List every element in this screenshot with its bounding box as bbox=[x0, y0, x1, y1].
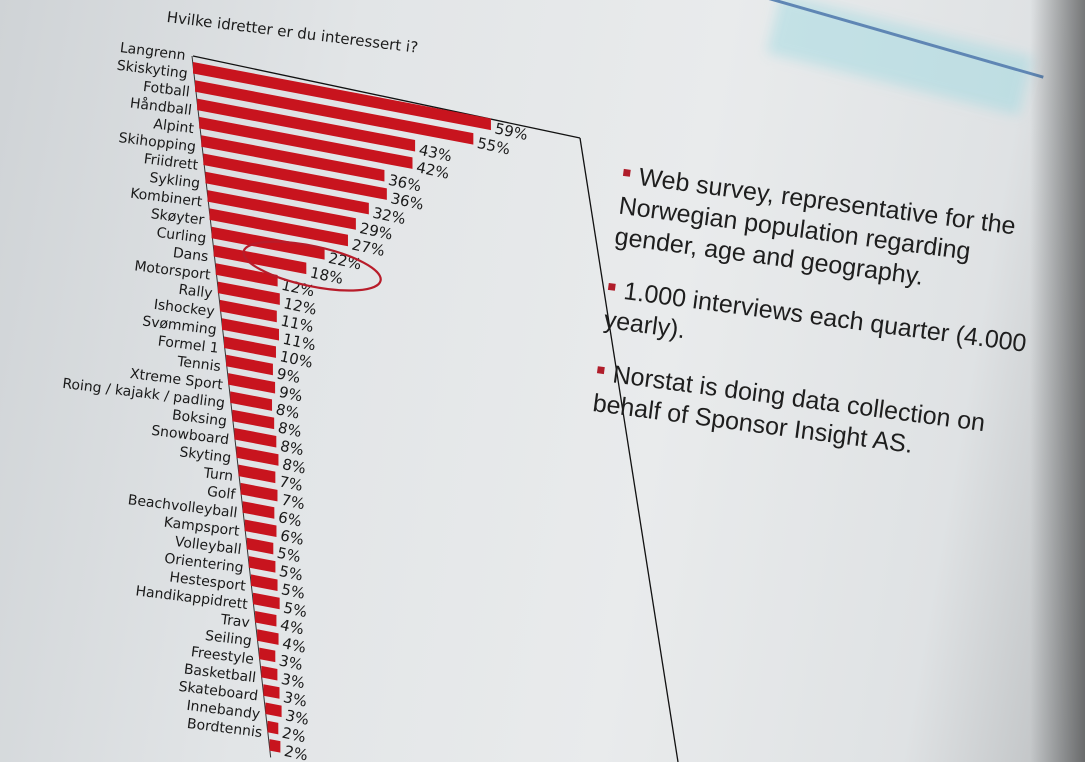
category-label: Golf bbox=[206, 484, 237, 503]
value-label: 5% bbox=[275, 544, 302, 567]
bar bbox=[236, 446, 279, 466]
category-label: Dans bbox=[172, 245, 209, 265]
bar bbox=[253, 592, 280, 610]
bar bbox=[230, 391, 273, 411]
bar bbox=[221, 318, 279, 341]
bar bbox=[197, 98, 416, 152]
bar bbox=[250, 574, 278, 591]
bar bbox=[261, 665, 278, 681]
category-label: Sykling bbox=[149, 170, 201, 192]
category-label: Formel 1 bbox=[157, 333, 220, 356]
category-label: Seiling bbox=[204, 628, 253, 650]
bar bbox=[228, 373, 276, 394]
value-label: 8% bbox=[274, 400, 301, 423]
category-label: Turn bbox=[202, 465, 234, 485]
bar bbox=[244, 519, 277, 538]
category-label: Fotball bbox=[142, 79, 190, 101]
category-label: Skøyter bbox=[150, 206, 205, 228]
value-label: 6% bbox=[277, 508, 304, 531]
bar bbox=[248, 556, 276, 573]
bar bbox=[219, 299, 277, 323]
bar bbox=[193, 62, 491, 131]
value-label: 5% bbox=[282, 599, 309, 622]
value-label: 5% bbox=[278, 562, 305, 585]
bar bbox=[199, 116, 413, 169]
bar bbox=[207, 190, 356, 230]
value-label: 3% bbox=[280, 670, 307, 693]
category-label: Friidrett bbox=[143, 151, 200, 174]
value-label: 8% bbox=[281, 455, 308, 478]
bar bbox=[240, 482, 278, 502]
bar bbox=[232, 409, 275, 430]
value-label: 5% bbox=[280, 580, 307, 603]
value-label: 2% bbox=[280, 724, 307, 747]
highlight-ellipse bbox=[242, 240, 382, 292]
bar bbox=[215, 263, 278, 287]
bar bbox=[269, 739, 281, 753]
value-label: 8% bbox=[276, 418, 303, 441]
category-label: Alpint bbox=[152, 116, 195, 137]
bar bbox=[195, 80, 474, 145]
bullet-square-icon bbox=[596, 366, 605, 374]
value-label: 8% bbox=[278, 437, 305, 460]
bar bbox=[242, 501, 275, 519]
category-label: Rally bbox=[178, 282, 214, 302]
bar bbox=[209, 208, 348, 247]
chart-frame-right bbox=[579, 137, 679, 762]
bar bbox=[205, 171, 369, 215]
bar bbox=[265, 702, 282, 718]
category-label: Curling bbox=[156, 225, 208, 247]
chart-frame-top bbox=[192, 55, 581, 139]
bar bbox=[213, 245, 307, 275]
bar bbox=[226, 354, 273, 376]
category-label: Tennis bbox=[175, 354, 221, 375]
value-label: 3% bbox=[282, 688, 309, 711]
bar bbox=[211, 226, 325, 260]
screen-edge-shadow bbox=[1030, 0, 1085, 762]
value-label: 2% bbox=[283, 742, 310, 762]
category-label: Ishockey bbox=[153, 297, 216, 320]
value-label: 3% bbox=[284, 706, 311, 729]
value-label: 9% bbox=[277, 383, 304, 406]
bar bbox=[267, 720, 279, 735]
value-label: 3% bbox=[277, 651, 304, 674]
bullet-list: Web survey, representative for the Norwe… bbox=[588, 160, 1051, 497]
category-label: Freestyle bbox=[190, 644, 255, 668]
category-label: Boksing bbox=[171, 407, 228, 430]
category-label: Langrenn bbox=[119, 40, 186, 64]
value-label: 4% bbox=[281, 634, 308, 657]
bar bbox=[238, 464, 276, 484]
bar bbox=[224, 336, 276, 358]
value-label: 6% bbox=[279, 526, 306, 549]
value-label: 7% bbox=[280, 491, 307, 514]
category-label: Skyting bbox=[179, 444, 232, 466]
bar bbox=[203, 153, 387, 200]
value-label: 9% bbox=[275, 365, 302, 388]
bar bbox=[234, 428, 277, 448]
bar bbox=[201, 135, 385, 182]
bar bbox=[263, 684, 280, 699]
bar bbox=[255, 611, 277, 627]
bar bbox=[246, 537, 274, 555]
value-label: 4% bbox=[279, 616, 306, 639]
bar bbox=[259, 647, 276, 663]
bar bbox=[217, 281, 280, 305]
category-label: Trav bbox=[219, 612, 251, 632]
bullet-square-icon bbox=[622, 168, 631, 177]
value-label: 7% bbox=[278, 472, 305, 495]
bullet-square-icon bbox=[607, 282, 616, 291]
bar bbox=[257, 629, 279, 645]
